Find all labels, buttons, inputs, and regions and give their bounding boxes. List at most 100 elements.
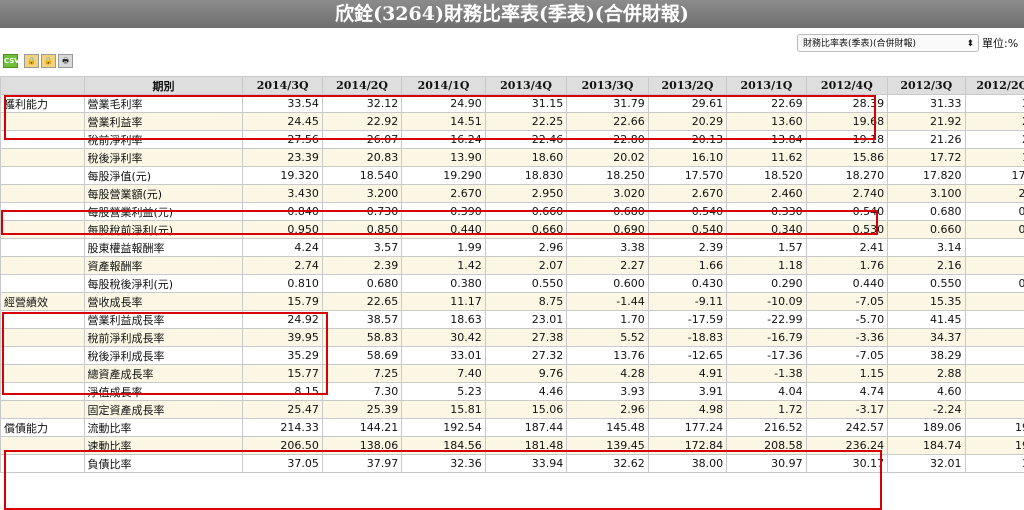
value-cell: 24.90 [401, 94, 486, 113]
value-cell: 0.950 [242, 220, 323, 239]
value-cell: 20.83 [321, 148, 403, 167]
value-cell: 31.79 [566, 94, 649, 113]
value-cell: 8.75 [484, 292, 568, 311]
category-cell [0, 400, 85, 419]
value-cell: 35.29 [242, 346, 323, 365]
value-cell: 22.80 [566, 130, 649, 149]
value-cell: 28.39 [805, 94, 889, 113]
value-cell: 184.56 [401, 436, 486, 455]
value-cell: 15.06 [484, 400, 568, 419]
value-cell: 3.14 [887, 238, 966, 257]
value-cell: 22.66 [566, 112, 649, 131]
item-label: 稅後淨利成長率 [83, 346, 244, 365]
table-row: 每股營業額(元) 3.430 3.200 2.670 2.950 3.020 2.670 2.… [0, 184, 1024, 203]
value-cell: 31 [964, 454, 1024, 473]
value-cell: 1.66 [647, 256, 728, 275]
category-cell [0, 382, 85, 401]
value-cell: 0.530 [805, 220, 889, 239]
value-cell: -22.99 [726, 310, 807, 329]
value-cell: 38.00 [647, 454, 728, 473]
lock-icon-2[interactable]: 🔒 [41, 54, 56, 68]
period-header: 2013/3Q [566, 76, 649, 95]
table-row: 償債能力 流動比率 214.33 144.21 192.54 187.44 145.48 17… [0, 418, 1024, 437]
value-cell: 19.68 [805, 112, 889, 131]
value-cell: 1.18 [726, 256, 807, 275]
category-cell: 獲利能力 [0, 94, 85, 113]
value-cell: 3.020 [566, 184, 649, 203]
value-cell: 181.48 [484, 436, 568, 455]
value-cell: -12.65 [647, 346, 728, 365]
value-cell: 214.33 [242, 418, 323, 437]
value-cell: 1.70 [566, 310, 649, 329]
value-cell: 4.04 [726, 382, 807, 401]
value-cell: 0.730 [321, 202, 403, 221]
value-cell: 138.06 [321, 436, 403, 455]
value-cell: 30.97 [726, 454, 807, 473]
value-cell: 2.27 [566, 256, 649, 275]
value-cell: 16 [964, 148, 1024, 167]
value-cell: 2 [964, 238, 1024, 257]
print-icon[interactable]: 🖶 [58, 54, 73, 68]
table-row: 每股稅前淨利(元) 0.950 0.850 0.440 0.660 0.690 0.540 0… [0, 220, 1024, 239]
value-cell: 187.44 [484, 418, 568, 437]
value-cell: 15.86 [805, 148, 889, 167]
value-cell: 1.57 [726, 238, 807, 257]
category-cell [0, 346, 85, 365]
value-cell: 0.680 [321, 274, 403, 293]
value-cell: -3.36 [805, 328, 889, 347]
value-cell: 2.96 [566, 400, 649, 419]
value-cell: 17.72 [887, 148, 966, 167]
item-label: 稅前淨利成長率 [83, 328, 244, 347]
period-header: 2014/2Q [321, 76, 403, 95]
value-cell: 9.76 [484, 364, 568, 383]
value-cell: 242.57 [805, 418, 889, 437]
value-cell: 2.460 [726, 184, 807, 203]
item-label: 每股營業額(元) [83, 184, 244, 203]
value-cell: 25.39 [321, 400, 403, 419]
value-cell: 15.79 [242, 292, 323, 311]
header-row: 期別 2014/3Q 2014/2Q 2014/1Q 2013/4Q 2013/… [0, 76, 1024, 95]
table-row: 稅前淨利成長率 39.95 58.83 30.42 27.38 5.52 -18.83 -16… [0, 328, 1024, 347]
value-cell: 38.29 [887, 346, 966, 365]
value-cell: 31.33 [887, 94, 966, 113]
period-header: 2014/1Q [401, 76, 486, 95]
value-cell: 139.45 [566, 436, 649, 455]
item-label: 股東權益報酬率 [83, 238, 244, 257]
value-cell: 2.670 [647, 184, 728, 203]
value-cell: 3.430 [242, 184, 323, 203]
value-cell: 22.92 [321, 112, 403, 131]
value-cell: 17.570 [647, 166, 728, 185]
value-cell: 0.660 [484, 220, 568, 239]
value-cell: 18.250 [566, 166, 649, 185]
item-label: 每股稅前淨利(元) [83, 220, 244, 239]
value-cell: 2.9 [964, 184, 1024, 203]
value-cell: 17.1 [964, 166, 1024, 185]
table-row: 每股營業利益(元) 0.840 0.730 0.390 0.660 0.680 0.540 0… [0, 202, 1024, 221]
category-cell: 經營績效 [0, 292, 85, 311]
lock-icon[interactable]: 🔒 [24, 54, 39, 68]
csv-export-icon[interactable]: CSV [3, 54, 20, 68]
period-header: 2012/3Q [887, 76, 966, 95]
value-cell: 37.05 [242, 454, 323, 473]
value-cell: 30.42 [401, 328, 486, 347]
value-cell: 20.02 [566, 148, 649, 167]
value-cell: 31.15 [484, 94, 568, 113]
item-label: 營業利益成長率 [83, 310, 244, 329]
value-cell: 4.74 [805, 382, 889, 401]
value-cell: 0.690 [566, 220, 649, 239]
report-select[interactable]: 財務比率表(季表)(合併財報) ⬍ [797, 34, 979, 52]
value-cell: 192.54 [401, 418, 486, 437]
value-cell: 15.35 [887, 292, 966, 311]
header-blank [0, 76, 85, 95]
value-cell: 16.24 [401, 130, 486, 149]
category-cell: 償債能力 [0, 418, 85, 437]
value-cell: 0.810 [242, 274, 323, 293]
value-cell: 19.320 [242, 166, 323, 185]
value-cell: 13.84 [726, 130, 807, 149]
value-cell: 20.13 [647, 130, 728, 149]
category-cell [0, 220, 85, 239]
value-cell: 2.39 [321, 256, 403, 275]
value-cell: 0.290 [726, 274, 807, 293]
value-cell: 0.850 [321, 220, 403, 239]
value-cell: 2.740 [805, 184, 889, 203]
